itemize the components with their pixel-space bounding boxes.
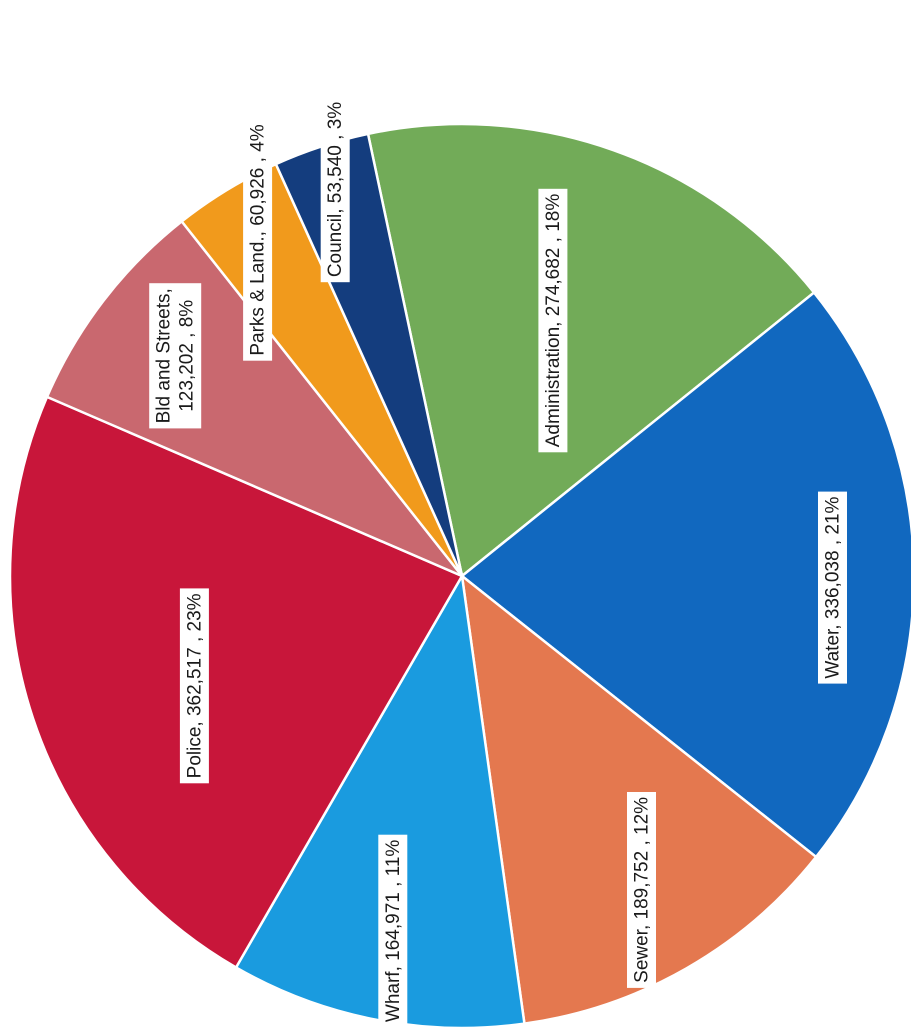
slice-label-text: Bld and Streets, bbox=[154, 288, 175, 423]
slice-label-box bbox=[149, 283, 202, 429]
slice-label-box bbox=[243, 119, 273, 361]
pie-slice-administration bbox=[366, 122, 816, 579]
slice-label-administration: Administration, 274,682 , 18% bbox=[538, 188, 568, 453]
slice-label-parks-land: Parks & Land., 60,926 , 4% bbox=[243, 119, 273, 361]
slice-label-wharf: Wharf, 164,971 , 11% bbox=[378, 834, 408, 1028]
slice-label-text: Council, 53,540 , 3% bbox=[325, 102, 346, 277]
slice-label-water: Water, 336,038 , 21% bbox=[818, 491, 847, 684]
pie-labels: Administration, 274,682 , 18% Water, 336,… bbox=[149, 96, 847, 1028]
slice-label-text: 123,202 , 8% bbox=[177, 300, 198, 412]
pie-slice-police bbox=[8, 395, 464, 970]
slice-label-text: Administration, 274,682 , 18% bbox=[543, 194, 564, 448]
slice-label-police: Police, 362,517 , 23% bbox=[179, 588, 209, 784]
slice-label-sewer: Sewer, 189,752 , 12% bbox=[627, 792, 656, 988]
slice-label-council: Council, 53,540 , 3% bbox=[320, 96, 350, 283]
slice-label-box bbox=[179, 588, 209, 784]
slice-label-box bbox=[320, 96, 350, 283]
slice-label-box bbox=[818, 491, 847, 684]
pie-slice-water bbox=[459, 290, 911, 859]
slice-label-text: Parks & Land., 60,926 , 4% bbox=[248, 124, 269, 355]
slice-label-text: Water, 336,038 , 21% bbox=[823, 496, 844, 678]
slice-label-box bbox=[627, 792, 656, 988]
slice-label-bld-and-streets: Bld and Streets, 123,202 , 8% bbox=[149, 283, 202, 429]
slice-label-box bbox=[378, 834, 408, 1028]
pie-slice-wharf bbox=[234, 572, 526, 1030]
slice-label-box bbox=[538, 188, 568, 453]
slice-label-text: Sewer, 189,752 , 12% bbox=[632, 797, 653, 983]
slice-label-text: Wharf, 164,971 , 11% bbox=[383, 840, 404, 1022]
pie-slices bbox=[8, 122, 911, 1030]
slice-label-text: Police, 362,517 , 23% bbox=[184, 593, 205, 778]
